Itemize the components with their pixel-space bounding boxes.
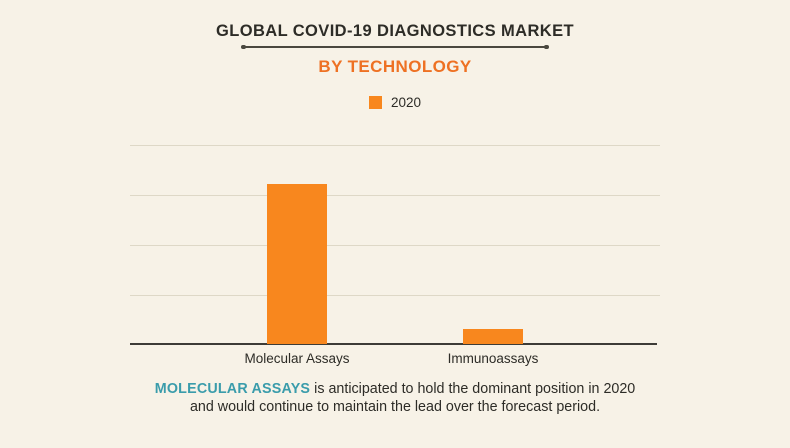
footnote-line-2: and would continue to maintain the lead … (189, 398, 601, 415)
title-divider (241, 44, 549, 50)
gridline-3 (130, 195, 660, 196)
bar-chart-plot-area: Molecular Assays Immunoassays (130, 145, 660, 366)
footnote-line-1-rest: is anticipated to hold the dominant posi… (310, 381, 636, 397)
page-title: GLOBAL COVID-19 DIAGNOSTICS MARKET (216, 22, 574, 40)
gridline-1 (130, 295, 660, 296)
footnote-line-1: MOLECULAR ASSAYS is anticipated to hold … (0, 381, 790, 399)
divider-right-dot (544, 44, 549, 50)
category-label-immunoassays: Immunoassays (447, 351, 539, 366)
footnote-highlight: MOLECULAR ASSAYS (154, 381, 311, 397)
gridline-4 (130, 145, 660, 146)
legend-label-2020: 2020 (390, 95, 422, 110)
divider-rule (243, 46, 547, 48)
bar-immunoassays (463, 329, 523, 344)
bar-molecular-assays (267, 184, 327, 344)
footnote: MOLECULAR ASSAYS is anticipated to hold … (0, 381, 790, 416)
legend-swatch-2020 (368, 96, 382, 109)
category-label-molecular-assays: Molecular Assays (244, 351, 350, 366)
gridline-2 (130, 245, 660, 246)
page-subtitle: BY TECHNOLOGY (318, 57, 472, 76)
chart-legend: 2020 (0, 95, 790, 110)
x-axis-line (130, 342, 658, 345)
